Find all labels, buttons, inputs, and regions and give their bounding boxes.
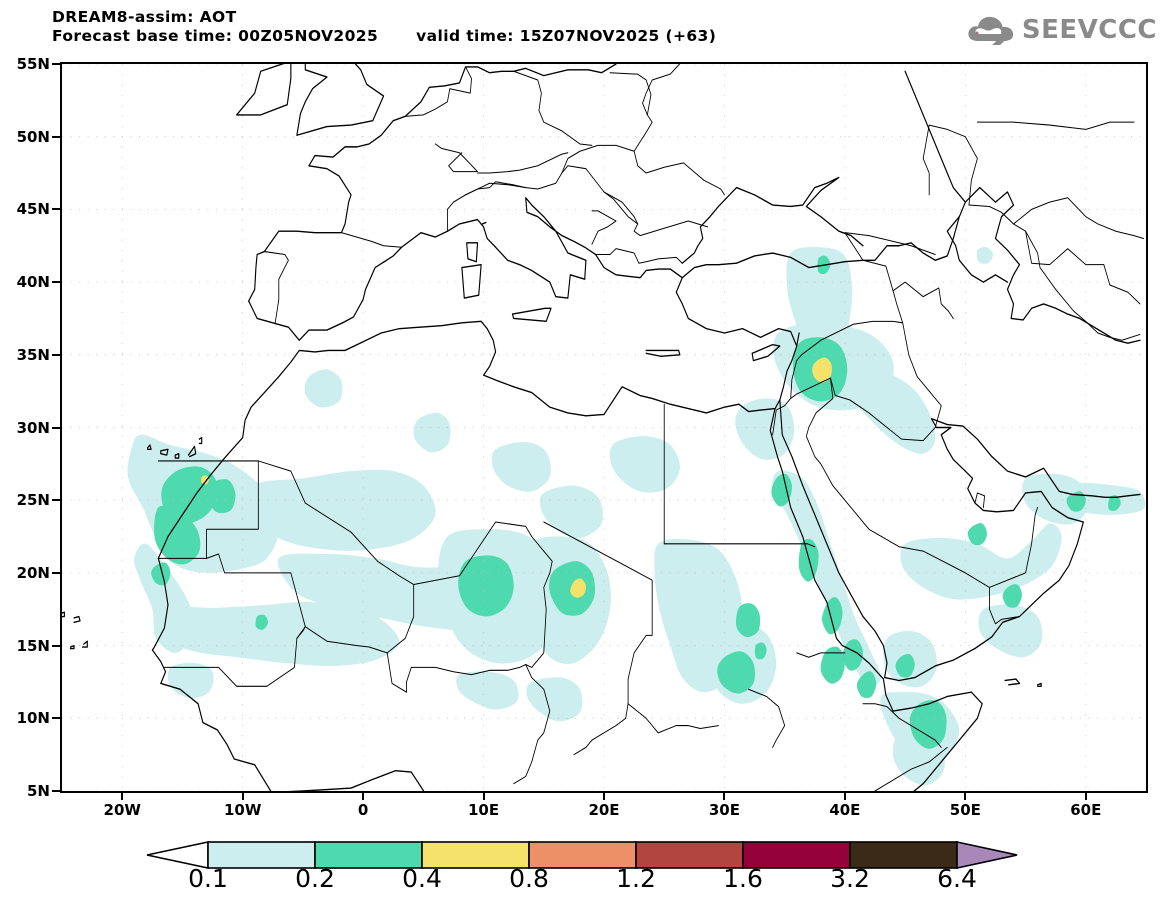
graticule-gridlines — [62, 64, 1146, 791]
colorbar-level-label: 0.8 — [509, 864, 549, 893]
lat-tick-mark — [52, 281, 60, 284]
lon-tick-label: 60E — [1070, 801, 1102, 819]
colorbar-segment[interactable] — [421, 841, 530, 869]
time-line: Forecast base time: 00Z05NOV2025 valid ti… — [52, 27, 972, 46]
lat-tick-mark — [52, 208, 60, 211]
lon-tick-mark — [723, 793, 726, 800]
colorbar-level-label: 0.1 — [188, 864, 228, 893]
brand-name: SEEVCCC — [1021, 15, 1157, 45]
lat-tick-label: 10N — [16, 709, 50, 728]
lat-tick-mark — [52, 135, 60, 138]
lon-tick-label: 10E — [467, 801, 500, 819]
lat-tick-mark — [52, 353, 60, 356]
map-plot-area: 5N 10N 15N 20N 25N 30N 35N 40N 45N 50N 55N 20W 10W 0… — [16, 55, 1148, 819]
base-time-label: Forecast base time: — [52, 27, 233, 45]
colorbar[interactable]: 0.1 0.2 0.4 0.8 1.2 1.6 3.2 6.4 — [0, 838, 1165, 902]
lon-tick-mark — [1084, 793, 1087, 800]
lon-tick-label: 20W — [103, 801, 141, 819]
lat-tick-label: 20N — [16, 563, 50, 582]
lon-tick-label: 40E — [829, 801, 861, 819]
lat-tick-label: 25N — [16, 491, 50, 510]
colorbar-level-label: 1.6 — [723, 864, 763, 893]
lat-tick-label: 30N — [16, 418, 50, 437]
lat-tick-mark — [52, 790, 60, 792]
lat-tick-label: 55N — [16, 55, 50, 73]
lat-tick-mark — [52, 644, 60, 647]
lon-tick-mark — [603, 793, 605, 800]
lat-tick-label: 15N — [16, 636, 50, 655]
lat-tick-mark — [52, 717, 60, 720]
colorbar-level-label: 0.2 — [295, 864, 335, 893]
valid-time-value: 15Z07NOV2025 — [519, 27, 660, 45]
colorbar-level-label: 3.2 — [830, 864, 870, 893]
lon-tick-label: 30E — [708, 801, 740, 819]
lon-tick-label: 20E — [588, 801, 620, 819]
lon-tick-label: 10W — [223, 801, 262, 819]
lon-tick-mark — [362, 793, 365, 800]
seevccc-logo: SEEVCCC — [966, 10, 1157, 50]
map-frame[interactable] — [60, 62, 1148, 793]
colorbar-level-label: 0.4 — [402, 864, 442, 893]
lat-tick-label: 50N — [16, 127, 50, 146]
coastline-border-layer — [62, 64, 1145, 791]
lat-tick-mark — [52, 571, 60, 574]
lon-tick-mark — [964, 793, 967, 800]
map-canvas[interactable] — [62, 64, 1146, 791]
lat-tick-mark — [52, 499, 60, 502]
base-time-value: 00Z05NOV2025 — [238, 27, 379, 45]
colorbar-max-arrow — [956, 841, 1018, 869]
lat-tick-label: 40N — [16, 273, 50, 292]
lon-tick-mark — [241, 793, 244, 800]
valid-time-label: valid time: — [416, 27, 514, 45]
lon-tick-mark — [121, 793, 124, 800]
lead-time: (+63) — [665, 27, 717, 45]
lat-tick-mark — [52, 63, 60, 65]
lon-tick-label: 50E — [949, 801, 981, 819]
lat-tick-label: 35N — [16, 345, 50, 364]
aot-contour-layer — [127, 246, 1146, 786]
lat-tick-label: 5N — [27, 782, 50, 800]
lat-tick-label: 45N — [16, 200, 50, 219]
cloud-icon — [968, 16, 1014, 45]
model-title: DREAM8-assim: AOT — [52, 8, 237, 26]
lon-tick-mark — [482, 793, 485, 800]
colorbar-segment[interactable] — [528, 841, 637, 869]
chart-header: DREAM8-assim: AOT Forecast base time: 00… — [52, 8, 972, 46]
lat-tick-mark — [52, 426, 60, 429]
lon-tick-label: 0 — [357, 801, 369, 819]
colorbar-swatches[interactable] — [0, 838, 1165, 878]
lon-tick-mark — [843, 793, 846, 800]
colorbar-level-label: 1.2 — [616, 864, 656, 893]
colorbar-level-label: 6.4 — [937, 864, 977, 893]
